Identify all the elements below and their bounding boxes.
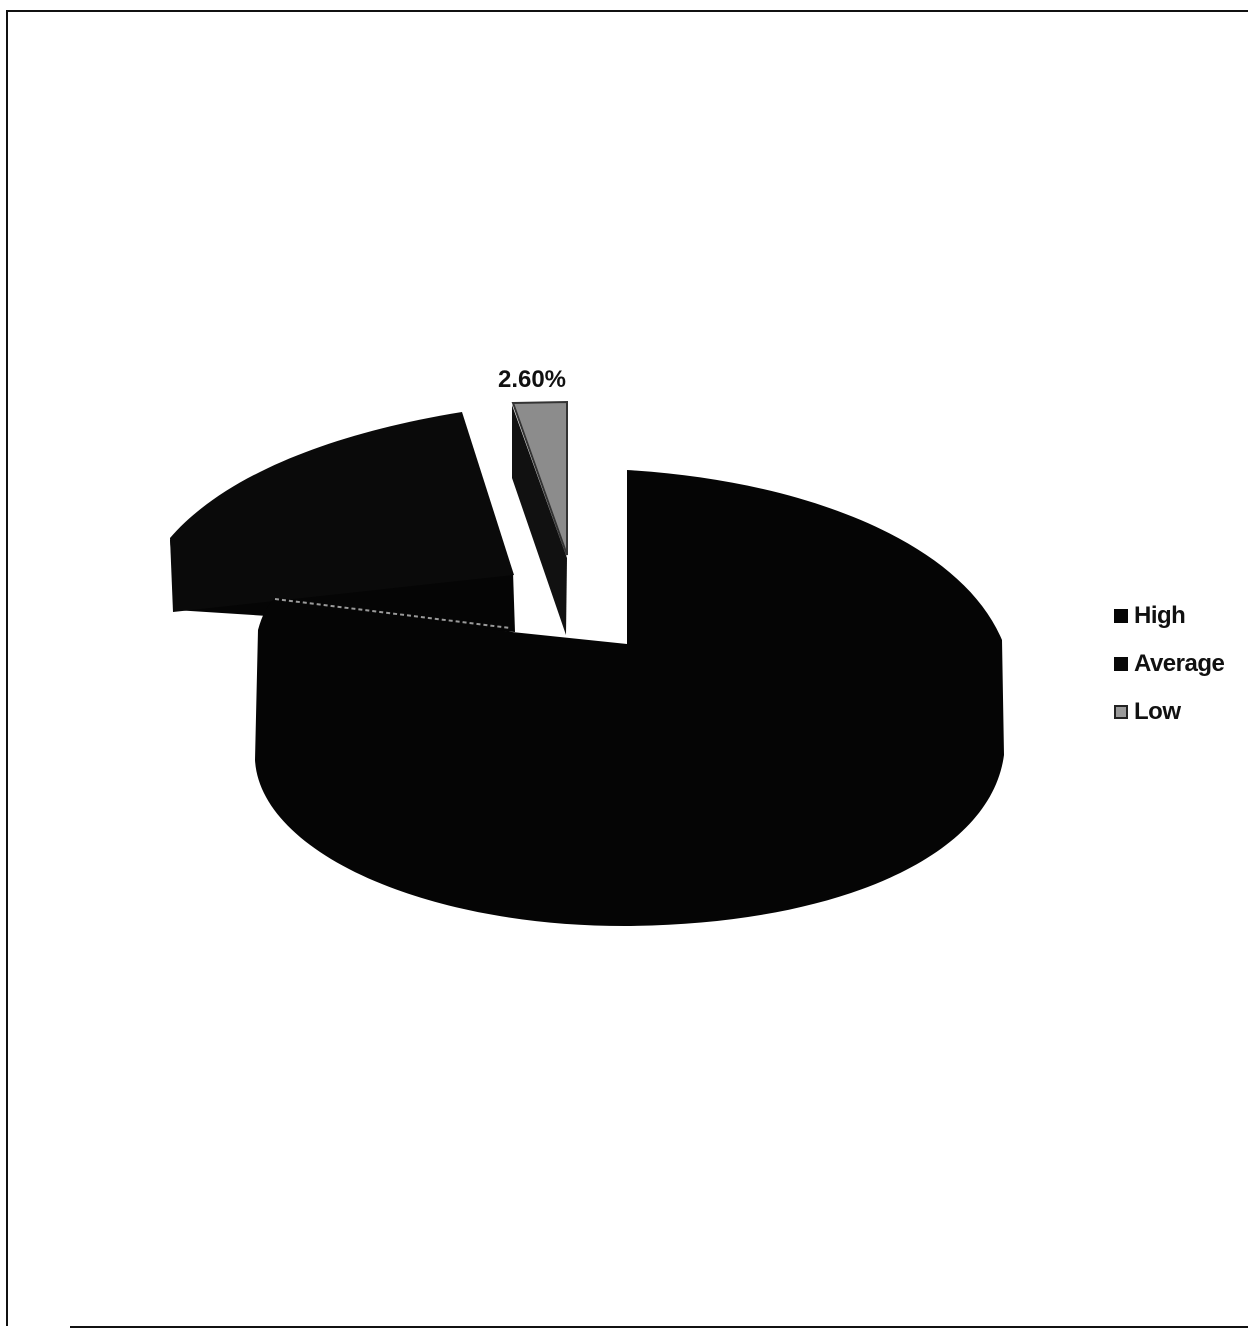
legend-item-average: Average <box>1114 640 1225 688</box>
legend-swatch-high <box>1114 609 1128 623</box>
pie-slice-average-top <box>170 412 514 612</box>
pie-slice-low <box>511 400 568 635</box>
legend-label-high: High <box>1134 602 1186 629</box>
legend-swatch-low <box>1114 705 1128 719</box>
data-label-low: 2.60% <box>498 366 566 393</box>
legend: High Average Low <box>1114 592 1225 736</box>
legend-item-high: High <box>1114 592 1224 640</box>
pie-slice-high-rim <box>274 598 511 629</box>
legend-item-low: Low <box>1114 688 1224 736</box>
bottom-rule <box>70 1326 1248 1328</box>
legend-swatch-average <box>1114 657 1128 671</box>
chart-frame <box>6 10 1248 1326</box>
legend-label-low: Low <box>1134 698 1181 725</box>
pie-slice-high-body <box>255 470 1004 926</box>
pie-slice-low-top <box>511 400 568 556</box>
pie-slice-high <box>255 470 1004 926</box>
pie-slice-average <box>170 412 515 632</box>
legend-label-average: Average <box>1134 650 1225 677</box>
pie-slice-low-side <box>512 405 567 635</box>
